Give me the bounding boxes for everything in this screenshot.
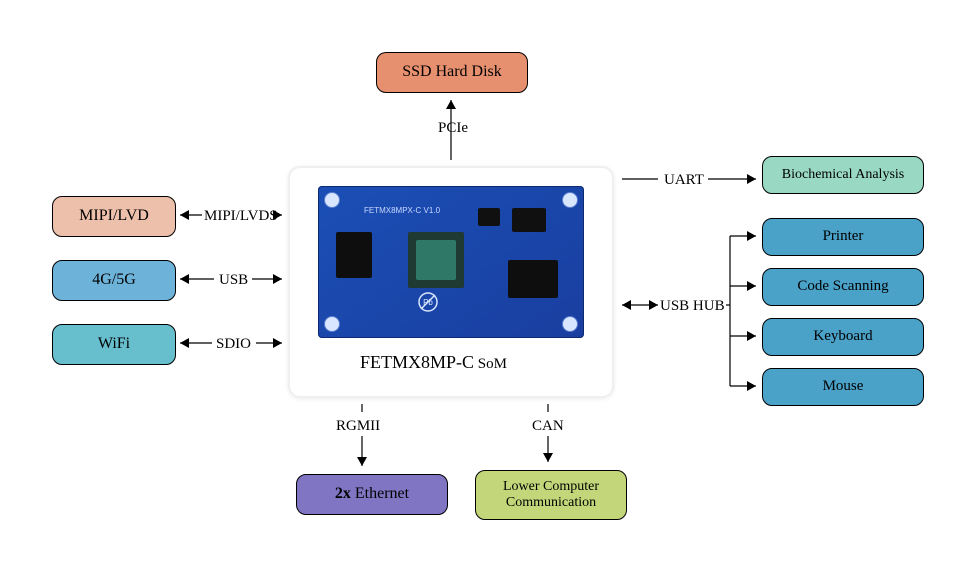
connectors xyxy=(0,0,959,563)
